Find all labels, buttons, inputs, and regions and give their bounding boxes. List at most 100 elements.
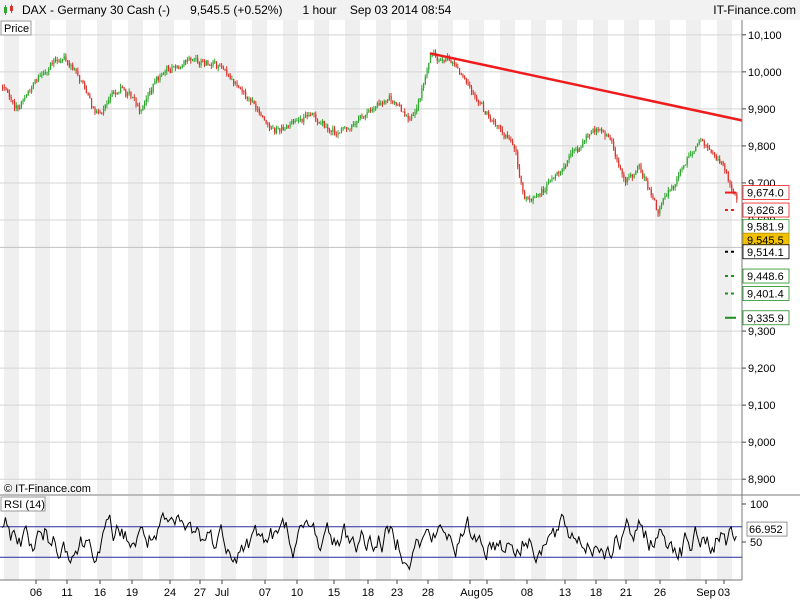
candle <box>397 103 399 106</box>
candle-body <box>344 127 346 129</box>
candle <box>251 97 254 104</box>
candle <box>459 67 461 75</box>
candle <box>561 167 563 176</box>
candle-body <box>284 128 286 130</box>
timeframe: 1 hour <box>302 3 337 17</box>
candle-body <box>233 79 235 84</box>
candle-body <box>522 182 524 192</box>
candle <box>120 83 122 94</box>
candle <box>22 98 24 105</box>
candle-body <box>323 120 325 128</box>
candle-body <box>246 97 248 99</box>
level-tag-box <box>742 185 790 200</box>
level-tag-label: 9,581.9 <box>747 222 784 234</box>
candle-body <box>287 125 290 127</box>
candle-body <box>104 104 106 109</box>
candle-body <box>381 103 384 105</box>
candle <box>272 124 274 129</box>
candle-body <box>399 104 401 106</box>
candle-body <box>660 204 663 208</box>
candle-body <box>335 134 337 136</box>
candle-body <box>419 98 421 101</box>
candle-body <box>17 105 19 109</box>
candle-body <box>570 153 572 156</box>
candle <box>438 58 440 63</box>
candle <box>506 131 509 139</box>
candle <box>595 127 598 136</box>
candle-body <box>234 82 236 84</box>
candle <box>715 153 717 161</box>
candle-body <box>452 62 454 64</box>
candle <box>159 73 161 83</box>
candle-body <box>267 123 269 126</box>
candle <box>597 126 599 133</box>
candle-body <box>364 114 367 118</box>
candle-body <box>294 120 296 122</box>
candle-body <box>505 134 507 138</box>
candle-body <box>481 102 483 104</box>
candle <box>318 121 320 124</box>
price-chart[interactable]: Price © IT-Finance.com 10,100 10,000 9,900 9,… <box>0 20 800 600</box>
candle <box>191 59 194 62</box>
candle <box>142 105 144 111</box>
rsi-y-tick-label: 100 <box>750 499 768 511</box>
candle-body <box>459 68 461 73</box>
candle <box>347 127 349 130</box>
candle <box>393 100 396 106</box>
x-tick-label: 23 <box>391 587 403 599</box>
candle <box>669 188 671 193</box>
x-tick-label: 03 <box>718 587 730 599</box>
candle <box>332 125 334 136</box>
candle <box>524 189 526 200</box>
candle-body <box>349 128 351 130</box>
candle-body <box>371 108 373 111</box>
candle <box>325 123 327 129</box>
candle-body <box>315 114 317 120</box>
candle-body <box>559 171 562 174</box>
candle-body <box>565 166 567 168</box>
candle <box>17 104 19 112</box>
candle-body <box>67 60 69 63</box>
candle-body <box>604 132 606 137</box>
candle-body <box>260 113 262 116</box>
candle <box>335 131 337 138</box>
candle <box>109 93 112 104</box>
candle <box>423 82 425 91</box>
candle-body <box>154 80 156 84</box>
candle <box>304 111 307 118</box>
candle-body <box>181 65 183 69</box>
watermark: © IT-Finance.com <box>4 483 91 495</box>
candle-body <box>80 80 82 82</box>
candle-body <box>198 62 201 65</box>
candle-body <box>404 111 406 117</box>
candle <box>144 100 146 110</box>
candle-body <box>46 72 48 74</box>
candle <box>537 193 539 198</box>
candle <box>352 121 355 127</box>
candle <box>27 89 29 97</box>
candle <box>486 110 488 116</box>
date-band <box>376 496 391 580</box>
y-tick-label: 9,100 <box>748 400 776 412</box>
date-band <box>624 496 639 580</box>
candle-body <box>3 87 5 89</box>
candle-body <box>161 74 163 76</box>
candle <box>363 116 365 119</box>
candle-body <box>44 72 46 74</box>
candle-body <box>710 149 712 153</box>
candle-body <box>589 134 591 137</box>
level-tag-box <box>742 202 790 218</box>
candle <box>640 162 642 174</box>
resistance-trendline[interactable] <box>429 52 800 233</box>
candle <box>205 59 207 66</box>
candle-body <box>630 174 632 177</box>
candle <box>460 72 462 76</box>
candle <box>231 75 233 81</box>
rsi-label-box <box>0 496 46 512</box>
x-tick-label: Aug <box>460 587 480 599</box>
candle-body <box>94 107 96 113</box>
candle-body <box>498 125 500 127</box>
candle <box>727 170 729 183</box>
candle-body <box>111 92 113 97</box>
candle-body <box>445 57 447 62</box>
